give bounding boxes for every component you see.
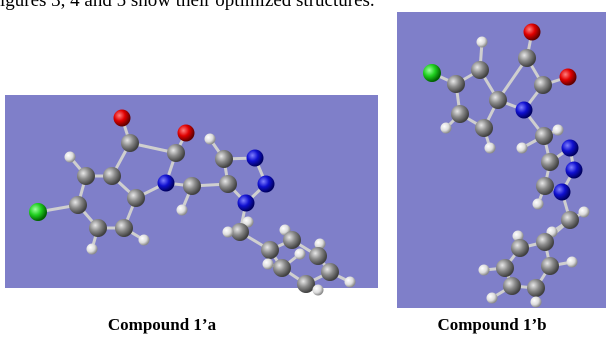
atom — [479, 265, 490, 276]
atom — [65, 152, 76, 163]
atom — [496, 259, 514, 277]
atom — [103, 167, 121, 185]
atom — [183, 177, 201, 195]
atom — [158, 175, 175, 192]
atom — [451, 105, 469, 123]
atom — [541, 257, 559, 275]
atom — [541, 153, 559, 171]
atom — [261, 241, 279, 259]
atom — [441, 123, 452, 134]
atom — [477, 37, 488, 48]
atom — [566, 162, 583, 179]
atom — [518, 49, 536, 67]
atom — [447, 75, 465, 93]
atom — [561, 211, 579, 229]
atom — [178, 125, 195, 142]
atom — [475, 119, 493, 137]
atom — [309, 247, 327, 265]
atom — [215, 150, 233, 168]
atom — [313, 285, 324, 296]
atom — [258, 176, 275, 193]
atom — [560, 69, 577, 86]
atom — [121, 134, 139, 152]
body-text: igures 3, 4 and 5 show their optimized s… — [0, 0, 375, 11]
atom — [139, 235, 150, 246]
atom — [553, 125, 564, 136]
atom — [536, 233, 554, 251]
atom — [511, 239, 529, 257]
atom — [238, 195, 255, 212]
figure-page: igures 3, 4 and 5 show their optimized s… — [0, 0, 609, 340]
atom — [471, 61, 489, 79]
atom — [536, 177, 554, 195]
atom — [533, 199, 544, 210]
atom — [69, 196, 87, 214]
atom — [489, 91, 507, 109]
atom — [167, 144, 185, 162]
atom — [534, 76, 552, 94]
atom — [345, 277, 356, 288]
atom — [567, 257, 578, 268]
atom — [87, 244, 98, 255]
atom — [223, 227, 234, 238]
atom — [273, 259, 291, 277]
atom — [177, 205, 188, 216]
atom — [423, 64, 441, 82]
atom — [263, 259, 274, 270]
atom — [89, 219, 107, 237]
atom — [562, 140, 579, 157]
atom — [77, 167, 95, 185]
atom — [321, 263, 339, 281]
atom — [535, 127, 553, 145]
atom — [524, 24, 541, 41]
caption: Compound 1’a — [108, 315, 217, 334]
atom — [297, 275, 315, 293]
caption: Compound 1’b — [437, 315, 546, 334]
atom — [283, 231, 301, 249]
atom — [231, 223, 249, 241]
atom — [503, 277, 521, 295]
atom — [516, 102, 533, 119]
atom — [205, 134, 216, 145]
atom — [114, 110, 131, 127]
atom — [247, 150, 264, 167]
atom — [127, 189, 145, 207]
atom — [531, 297, 542, 308]
atom — [487, 293, 498, 304]
atom — [527, 279, 545, 297]
atom — [517, 143, 528, 154]
atom — [295, 249, 306, 260]
atom — [554, 184, 571, 201]
atom — [115, 219, 133, 237]
atom — [219, 175, 237, 193]
atom — [485, 143, 496, 154]
atom — [29, 203, 47, 221]
page: igures 3, 4 and 5 show their optimized s… — [0, 0, 609, 340]
atom — [579, 207, 590, 218]
